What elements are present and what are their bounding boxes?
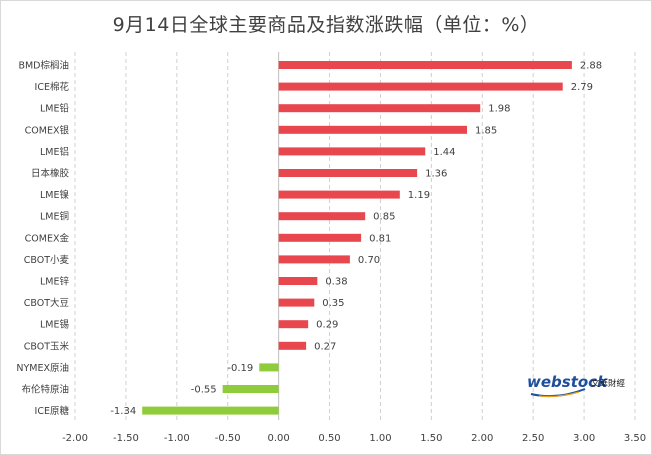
bar: [278, 298, 315, 307]
category-label: LME铅: [40, 103, 69, 115]
logo-swoosh-icon: [530, 388, 586, 398]
bar: [278, 82, 563, 91]
value-label: 0.70: [358, 255, 380, 266]
bar: [222, 385, 279, 393]
labels: -2.00 -1.50 -1.00 -0.50 0.00 0.50 1.00 1.50 2.00…: [16, 60, 646, 445]
category-label: ICE原糖: [35, 405, 70, 417]
value-label: 1.44: [433, 147, 455, 158]
category-label: CBOT大豆: [24, 297, 69, 309]
category-label: 布伦特原油: [21, 384, 69, 396]
value-label: 0.35: [322, 298, 344, 309]
category-label: ICE棉花: [35, 81, 70, 93]
value-label: 1.19: [408, 190, 430, 201]
category-label: NYMEX原油: [16, 362, 69, 374]
value-label: 0.81: [369, 233, 391, 244]
bar: [259, 363, 279, 372]
bar: [278, 277, 318, 285]
x-tick-label: 2.50: [522, 433, 544, 444]
x-tick-label: -0.50: [215, 433, 241, 444]
value-label: -0.55: [191, 385, 217, 396]
bar: [278, 147, 426, 156]
value-label: 0.27: [314, 341, 336, 352]
x-tick-label: 1.00: [369, 433, 391, 444]
category-label: 日本橡胶: [31, 168, 70, 180]
bars: [142, 61, 572, 415]
category-label: LME锌: [40, 276, 69, 288]
value-label: 0.38: [325, 277, 347, 288]
bar: [278, 255, 350, 264]
value-label: 2.79: [571, 82, 593, 93]
category-label: CBOT玉米: [24, 340, 70, 352]
bar: [278, 190, 400, 199]
value-label: 1.98: [488, 104, 510, 115]
x-tick-label: 0.50: [318, 433, 340, 444]
bar: [278, 104, 481, 113]
category-label: COMEX金: [25, 232, 70, 244]
value-label: 0.85: [373, 212, 395, 223]
x-tick-label: -1.00: [164, 433, 190, 444]
bar: [278, 320, 309, 329]
value-label: 2.88: [580, 61, 602, 72]
chart-title: 9月14日全球主要商品及指数涨跌幅（单位：%）: [112, 14, 540, 36]
category-label: LME铜: [40, 211, 69, 223]
bar: [278, 61, 572, 69]
category-label: LME铝: [40, 146, 69, 158]
bar: [278, 125, 467, 134]
logo-tagline: 文華財經: [591, 379, 626, 389]
category-label: LME镍: [40, 189, 69, 201]
x-tick-label: -1.50: [113, 433, 139, 444]
category-label: LME锡: [40, 319, 69, 331]
category-label: COMEX银: [25, 124, 70, 136]
logo-brand: webstock: [527, 373, 608, 391]
value-label: 1.36: [425, 169, 447, 180]
x-tick-label: 2.00: [471, 433, 493, 444]
bar: [278, 212, 366, 221]
value-label: -0.19: [227, 363, 253, 374]
category-label: BMD棕榈油: [18, 60, 69, 72]
x-tick-label: 1.50: [420, 433, 442, 444]
value-label: -1.34: [110, 406, 136, 417]
x-tick-label: 3.00: [573, 433, 595, 444]
bar: [278, 341, 307, 350]
bar: [278, 169, 418, 177]
webstock-logo: webstock 文華財經: [527, 372, 632, 400]
category-label: CBOT小麦: [24, 254, 70, 266]
x-tick-label: -2.00: [62, 433, 88, 444]
x-tick-label: 0.00: [268, 433, 290, 444]
bar: [142, 406, 279, 415]
value-label: 0.29: [316, 320, 338, 331]
x-tick-label: 3.50: [624, 433, 646, 444]
bar: [278, 233, 362, 242]
value-label: 1.85: [475, 125, 497, 136]
